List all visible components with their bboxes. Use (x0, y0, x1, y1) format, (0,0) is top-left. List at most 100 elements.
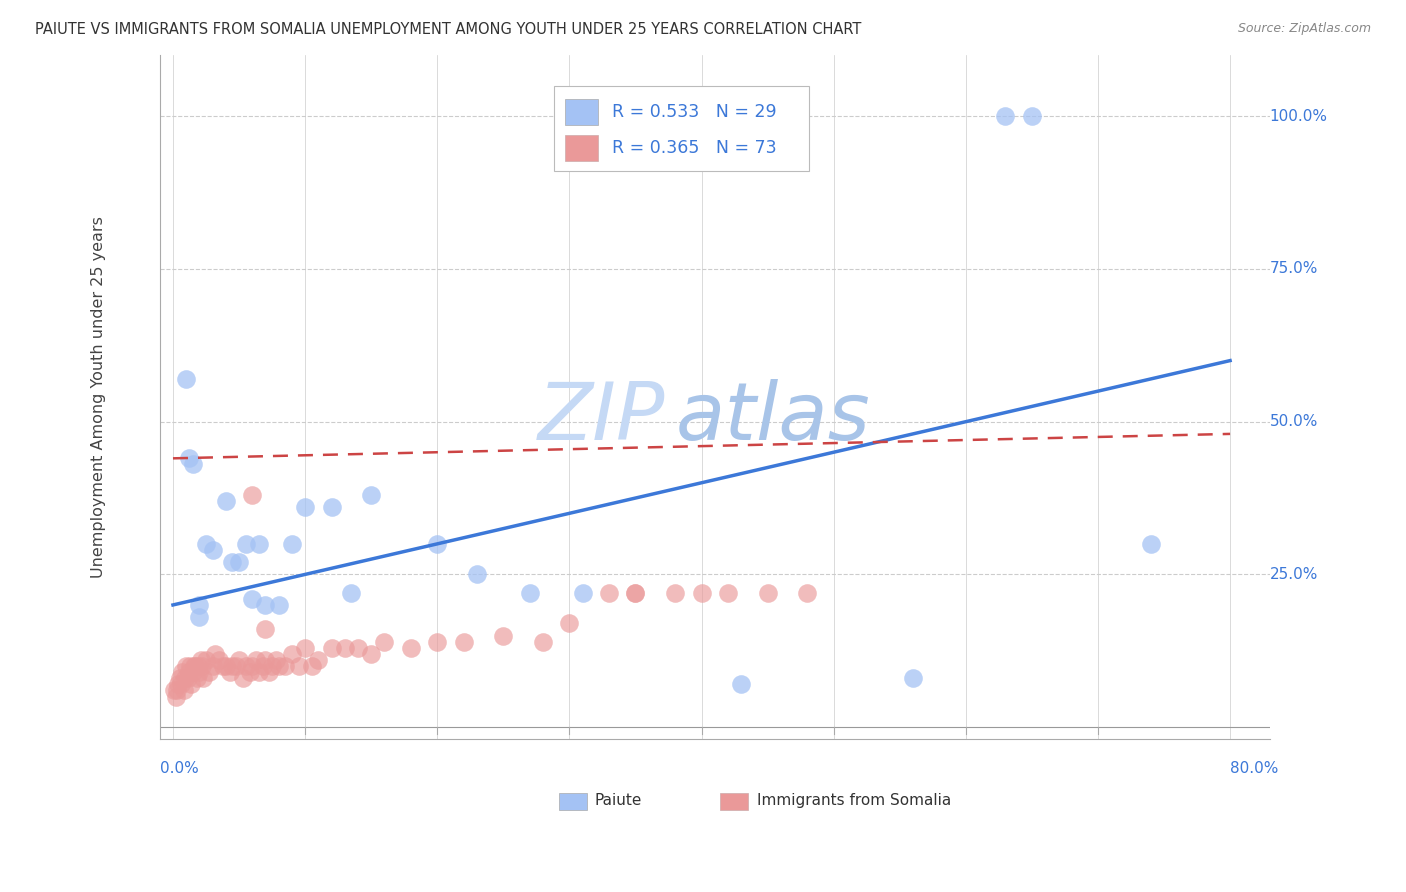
Point (1139, 537, 1161, 551)
Point (254, 623, 277, 637)
Point (186, 671, 208, 685)
Point (264, 653, 287, 667)
Point (321, 500, 343, 515)
Point (235, 537, 257, 551)
Point (252, 659, 274, 673)
FancyBboxPatch shape (554, 86, 808, 171)
Point (624, 586, 647, 600)
Point (180, 677, 202, 691)
Point (221, 555, 243, 569)
Point (173, 671, 195, 685)
Point (426, 537, 449, 551)
Point (172, 665, 194, 680)
Text: PAIUTE VS IMMIGRANTS FROM SOMALIA UNEMPLOYMENT AMONG YOUTH UNDER 25 YEARS CORREL: PAIUTE VS IMMIGRANTS FROM SOMALIA UNEMPL… (35, 22, 862, 37)
Point (190, 653, 212, 667)
Point (173, 683, 195, 698)
Point (240, 591, 263, 606)
Point (181, 665, 204, 680)
Point (901, 671, 924, 685)
Point (267, 659, 290, 673)
Point (218, 665, 240, 680)
Point (187, 659, 209, 673)
Point (690, 586, 713, 600)
Point (240, 659, 263, 673)
Point (333, 640, 356, 655)
Point (201, 659, 224, 673)
Text: Unemployment Among Youth under 25 years: Unemployment Among Youth under 25 years (91, 217, 107, 578)
Point (994, 109, 1017, 123)
Point (247, 665, 270, 680)
Point (232, 671, 254, 685)
Point (267, 598, 290, 612)
Point (294, 500, 316, 515)
Point (195, 653, 218, 667)
Text: R = 0.533   N = 29: R = 0.533 N = 29 (612, 103, 776, 121)
Point (225, 659, 247, 673)
Point (228, 555, 250, 569)
Text: 80.0%: 80.0% (1230, 761, 1278, 776)
Point (188, 665, 211, 680)
Point (181, 458, 204, 472)
Point (730, 677, 752, 691)
FancyBboxPatch shape (720, 793, 748, 810)
Text: 25.0%: 25.0% (1270, 567, 1317, 582)
Text: R = 0.365   N = 73: R = 0.365 N = 73 (612, 138, 776, 156)
Point (191, 659, 214, 673)
Point (360, 488, 382, 502)
FancyBboxPatch shape (565, 135, 598, 161)
Point (195, 537, 218, 551)
Point (254, 598, 277, 612)
Point (281, 647, 304, 661)
Point (796, 586, 818, 600)
Point (426, 634, 449, 648)
Text: ZIP: ZIP (537, 379, 665, 457)
Point (183, 659, 205, 673)
Point (571, 586, 593, 600)
Point (399, 640, 422, 655)
Point (360, 647, 382, 661)
Point (340, 586, 363, 600)
Point (174, 659, 197, 673)
Point (174, 372, 197, 386)
Point (166, 683, 188, 698)
Point (558, 616, 581, 631)
Point (307, 653, 329, 667)
Point (228, 653, 250, 667)
Point (208, 653, 231, 667)
Text: 0.0%: 0.0% (160, 761, 198, 776)
Point (169, 671, 191, 685)
Point (624, 586, 647, 600)
Point (262, 659, 284, 673)
Point (453, 634, 475, 648)
Text: 50.0%: 50.0% (1270, 414, 1317, 429)
Point (294, 640, 316, 655)
Point (281, 537, 304, 551)
Point (465, 567, 488, 582)
Point (301, 659, 323, 673)
Point (235, 659, 257, 673)
Text: Paiute: Paiute (595, 794, 643, 808)
Point (221, 659, 243, 673)
Text: 75.0%: 75.0% (1270, 261, 1317, 277)
Point (531, 634, 554, 648)
Point (197, 665, 219, 680)
Point (201, 543, 224, 558)
Point (274, 659, 297, 673)
Point (212, 659, 235, 673)
Point (756, 586, 779, 600)
Point (492, 628, 515, 642)
Point (215, 659, 238, 673)
Point (170, 677, 193, 691)
Text: atlas: atlas (676, 379, 870, 457)
Point (373, 634, 395, 648)
Point (240, 488, 263, 502)
Point (287, 659, 309, 673)
Point (176, 671, 198, 685)
Point (163, 683, 186, 698)
Point (347, 640, 370, 655)
Text: Source: ZipAtlas.com: Source: ZipAtlas.com (1237, 22, 1371, 36)
Point (239, 665, 262, 680)
Point (204, 647, 226, 661)
Point (1021, 109, 1043, 123)
Point (598, 586, 620, 600)
